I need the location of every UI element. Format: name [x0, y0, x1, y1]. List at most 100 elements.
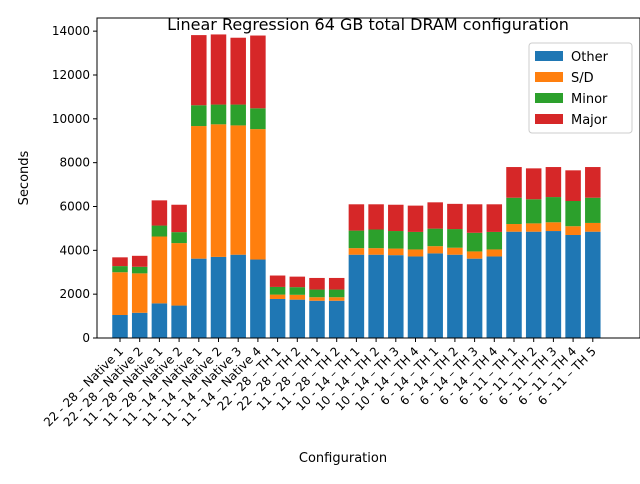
bar-minor-15	[388, 231, 404, 249]
bar-major-19	[466, 204, 483, 233]
bar-s-d-3	[151, 236, 168, 304]
bar-major-1	[112, 257, 128, 267]
bar-other-1	[112, 314, 128, 338]
legend-label-minor: Minor	[571, 92, 608, 107]
bar-minor-24	[565, 201, 581, 227]
bar-s-d-7	[230, 125, 246, 255]
bar-major-21	[506, 167, 522, 198]
y-tick-label: 8000	[59, 156, 90, 170]
bar-minor-7	[230, 104, 246, 126]
bar-major-25	[585, 167, 601, 198]
bar-minor-19	[466, 232, 483, 252]
bar-other-12	[328, 300, 345, 338]
bar-major-13	[348, 204, 365, 231]
bar-major-16	[407, 205, 424, 232]
y-tick-label: 6000	[59, 199, 90, 213]
bar-major-22	[525, 168, 542, 200]
legend: Other S/D Minor Major	[528, 42, 633, 134]
bar-other-10	[289, 299, 306, 338]
bar-s-d-17	[427, 246, 443, 254]
bar-major-18	[447, 203, 463, 230]
bar-s-d-8	[250, 129, 266, 260]
bar-other-20	[486, 256, 503, 338]
bar-other-25	[585, 231, 601, 338]
bar-other-9	[269, 298, 286, 338]
bar-major-14	[368, 204, 384, 230]
legend-label-other: Other	[571, 50, 609, 65]
bar-minor-21	[506, 197, 522, 225]
y-tick-label: 2000	[59, 287, 90, 301]
bar-other-19	[466, 258, 483, 338]
bar-other-3	[151, 303, 168, 338]
bar-major-20	[486, 204, 503, 232]
bar-s-d-19	[466, 251, 483, 259]
bar-minor-23	[545, 197, 562, 223]
bar-s-d-22	[525, 223, 542, 232]
bar-minor-25	[585, 197, 601, 223]
bar-minor-9	[269, 286, 286, 295]
bar-other-8	[250, 259, 266, 338]
bar-s-d-18	[447, 247, 463, 255]
bar-s-d-20	[486, 249, 503, 257]
bar-s-d-16	[407, 249, 424, 257]
bar-minor-14	[368, 229, 384, 249]
bar-major-10	[289, 276, 306, 288]
bar-s-d-21	[506, 224, 522, 232]
bar-minor-6	[210, 104, 227, 125]
bar-major-3	[151, 200, 168, 226]
x-axis-label: Configuration	[299, 451, 387, 466]
bar-major-15	[388, 204, 404, 232]
bar-minor-10	[289, 287, 306, 295]
bar-other-2	[131, 312, 148, 338]
bar-other-6	[210, 256, 227, 338]
bar-minor-1	[112, 266, 128, 273]
bar-major-12	[328, 277, 345, 290]
bar-major-23	[545, 167, 562, 198]
bar-major-4	[171, 204, 187, 233]
y-axis: 0 2000 4000 6000 8000 10000 12000 14000	[52, 24, 97, 345]
y-tick-label: 0	[82, 331, 90, 345]
bar-s-d-13	[348, 248, 365, 255]
chart-title: Linear Regression 64 GB total DRAM confi…	[167, 15, 569, 34]
bar-s-d-14	[368, 248, 384, 255]
bar-other-22	[525, 231, 542, 338]
bar-other-23	[545, 231, 562, 338]
y-axis-label: Seconds	[17, 150, 32, 205]
bar-s-d-6	[210, 124, 227, 257]
bar-s-d-12	[328, 297, 345, 301]
bar-other-13	[348, 254, 365, 338]
bar-major-2	[131, 255, 148, 267]
bars-group	[112, 34, 601, 338]
bar-s-d-24	[565, 226, 581, 235]
legend-swatch-minor	[535, 93, 563, 103]
bar-minor-18	[447, 229, 463, 248]
bar-minor-8	[250, 108, 266, 130]
bar-other-21	[506, 231, 522, 338]
bar-minor-20	[486, 231, 503, 250]
bar-major-6	[210, 34, 227, 105]
bar-other-24	[565, 234, 581, 338]
bar-s-d-10	[289, 294, 306, 300]
bar-s-d-25	[585, 222, 601, 232]
bar-minor-5	[191, 105, 207, 127]
y-tick-label: 14000	[52, 24, 90, 38]
legend-box	[528, 42, 633, 134]
legend-swatch-s-d	[535, 72, 563, 82]
bar-minor-3	[151, 225, 168, 237]
bar-minor-22	[525, 199, 542, 224]
bar-minor-4	[171, 232, 187, 244]
bar-minor-16	[407, 231, 424, 250]
bar-other-5	[191, 258, 207, 338]
plot-frame	[96, 17, 640, 339]
legend-swatch-other	[535, 51, 563, 61]
legend-swatch-major	[535, 114, 563, 124]
legend-label-major: Major	[571, 113, 608, 128]
bar-s-d-5	[191, 126, 207, 259]
bar-s-d-23	[545, 222, 562, 232]
bar-major-7	[230, 37, 246, 105]
y-tick-label: 12000	[52, 68, 90, 82]
bar-other-7	[230, 254, 246, 338]
y-tick-label: 4000	[59, 243, 90, 257]
bar-s-d-11	[309, 297, 325, 301]
